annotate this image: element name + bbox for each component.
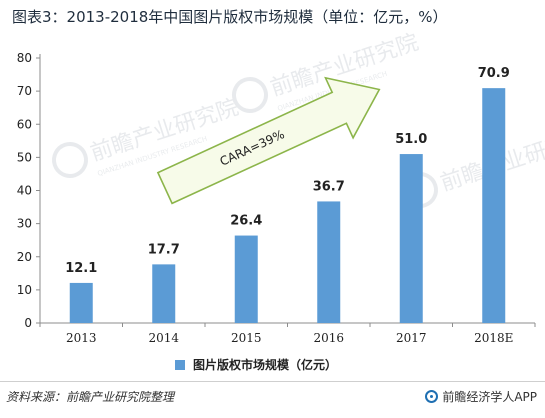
y-tick-label: 70 [17, 84, 32, 98]
x-tick-label: 2018E [474, 331, 513, 345]
y-tick-label: 40 [17, 184, 32, 198]
legend-swatch [175, 359, 185, 370]
data-label: 17.7 [148, 242, 180, 257]
growth-arrow [156, 76, 381, 205]
bars: 12.1 2013 17.7 2014 26.4 2015 36.7 2016 51.0 2017… [65, 66, 513, 345]
footer-divider [0, 381, 545, 382]
bar [152, 264, 176, 323]
chart-title: 图表3：2013-2018年中国图片版权市场规模（单位：亿元，%） [12, 8, 448, 26]
y-tick-label: 20 [17, 250, 32, 264]
source-note: 资料来源：前瞻产业研究院整理 [6, 390, 175, 404]
bar [399, 154, 423, 323]
bar [317, 201, 341, 323]
data-label: 51.0 [395, 132, 427, 147]
data-label: 26.4 [230, 214, 262, 229]
x-tick-label: 2015 [231, 331, 262, 345]
x-tick-label: 2016 [313, 331, 344, 345]
legend: 图片版权市场规模（亿元） [175, 356, 337, 373]
y-tick-label: 30 [17, 217, 32, 231]
y-tick-label: 50 [17, 150, 32, 164]
axes: 0 10 20 30 40 50 60 70 80 [17, 51, 536, 330]
data-label: 70.9 [478, 66, 510, 81]
growth-annotation: CARA=39% [156, 76, 381, 205]
data-label: 12.1 [65, 261, 97, 276]
brand: 前瞻经济学人APP [425, 388, 537, 405]
y-tick-label: 80 [17, 51, 32, 65]
data-label: 36.7 [313, 179, 345, 194]
y-tick-label: 60 [17, 117, 32, 131]
x-tick-label: 2014 [148, 331, 179, 345]
watermark-logo-icon [52, 142, 88, 178]
brand-name: 前瞻经济学人APP [442, 390, 537, 404]
x-tick-label: 2013 [66, 331, 97, 345]
y-tick-label: 10 [17, 283, 32, 297]
x-tick-label: 2017 [396, 331, 427, 345]
legend-label: 图片版权市场规模（亿元） [193, 358, 338, 372]
bar [482, 88, 506, 323]
watermark-logo-icon [232, 77, 268, 113]
qianzhan-logo-icon [425, 390, 439, 403]
bar [234, 235, 258, 323]
y-tick-label: 0 [24, 316, 32, 330]
bar [69, 282, 93, 323]
